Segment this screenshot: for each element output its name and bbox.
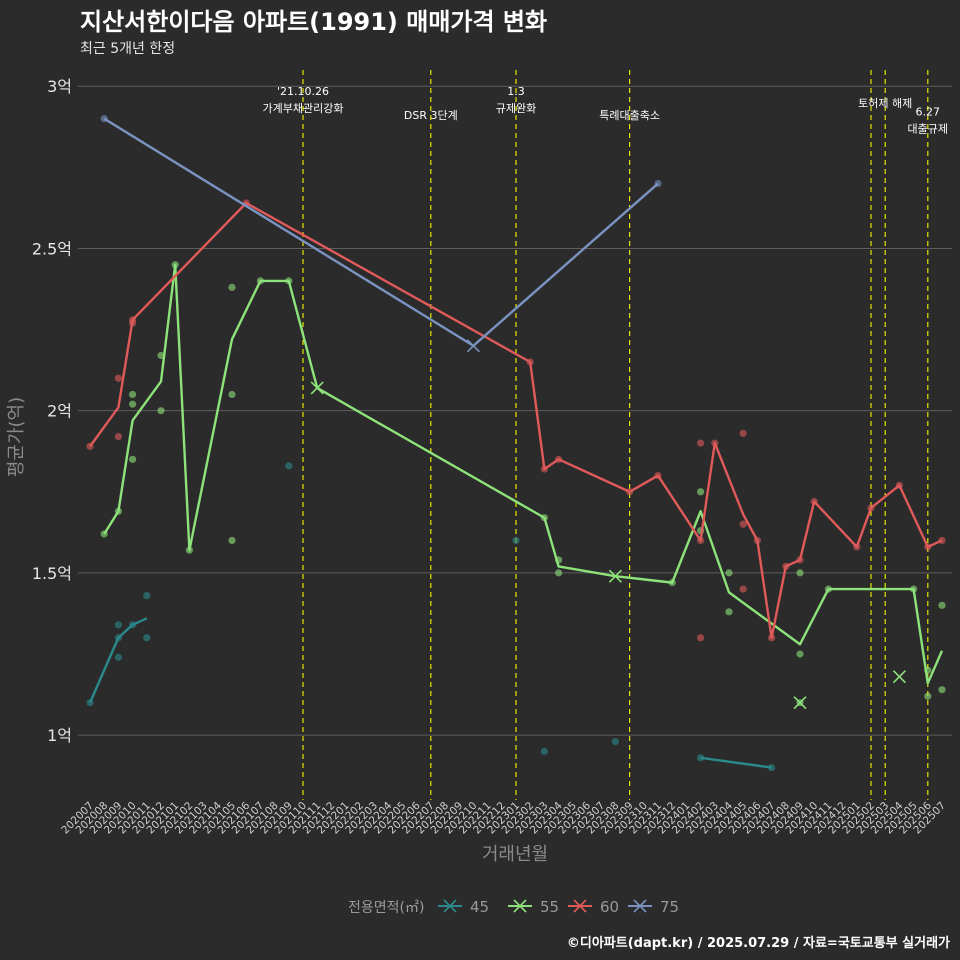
- data-point: [129, 390, 137, 399]
- data-point: [796, 650, 804, 658]
- series-55: [100, 261, 946, 710]
- event-label: 특례대출축소: [599, 109, 660, 122]
- legend-key-cross: [573, 899, 587, 913]
- series-60: [86, 199, 946, 642]
- cross-marker: [793, 696, 807, 710]
- cross-stroke: [892, 670, 906, 684]
- legend: 전용면적(㎡) 45 55 60 75: [348, 898, 679, 916]
- chart-caption: ©디아파트(dapt.kr) / 2025.07.29 / 자료=국토교통부 실…: [567, 935, 950, 951]
- cross-marker: [310, 381, 324, 395]
- cross-stroke: [608, 569, 622, 583]
- data-point: [228, 390, 236, 399]
- y-tick-label: 1억: [47, 726, 72, 745]
- data-point: [697, 488, 705, 496]
- event-label: 가계부채관리강화: [263, 102, 344, 115]
- plot-area: [86, 115, 946, 772]
- data-point: [739, 585, 747, 593]
- data-point: [938, 601, 946, 609]
- event-label: DSR 3단계: [404, 109, 458, 122]
- cross-stroke: [310, 381, 324, 395]
- data-point: [540, 747, 549, 755]
- data-point: [114, 621, 122, 629]
- data-point: [739, 429, 747, 437]
- data-point: [739, 520, 747, 528]
- series-line: [103, 263, 944, 685]
- event-label: 대출규제: [908, 122, 948, 135]
- y-axis-title: 평균가(억): [6, 397, 27, 477]
- series-45: [86, 462, 776, 772]
- data-point: [157, 407, 165, 415]
- series-line: [103, 117, 659, 347]
- y-tick-label: 2억: [47, 402, 72, 421]
- series-75: [100, 115, 662, 353]
- y-tick-label: 2.5억: [32, 239, 72, 258]
- series-line: [700, 756, 772, 769]
- data-point: [697, 439, 705, 447]
- data-point: [725, 569, 733, 577]
- series-line: [88, 617, 148, 704]
- event-label: 6.27: [916, 105, 941, 118]
- event-label: 규제완화: [496, 102, 536, 115]
- legend-label-75: 75: [660, 898, 679, 916]
- data-point: [611, 738, 620, 746]
- data-point: [697, 634, 705, 642]
- y-axis-ticks: 1억 1.5억 2억 2.5억 3억: [32, 77, 72, 745]
- legend-label-60: 60: [600, 898, 619, 916]
- data-point: [129, 400, 137, 408]
- data-point: [938, 686, 946, 694]
- cross-marker: [608, 569, 622, 583]
- legend-label-45: 45: [470, 898, 489, 916]
- data-point: [228, 283, 236, 291]
- data-point: [114, 653, 122, 661]
- event-label: 토허제 해제: [858, 96, 912, 110]
- data-point: [512, 536, 520, 545]
- data-point: [924, 692, 932, 700]
- cross-marker: [892, 670, 906, 684]
- event-label: '21.10.26: [277, 85, 329, 98]
- grid: [78, 85, 952, 736]
- data-point: [143, 592, 151, 600]
- y-tick-label: 1.5억: [32, 564, 72, 583]
- cross-marker: [466, 339, 480, 353]
- legend-key-cross: [633, 899, 647, 913]
- legend-key-cross: [443, 899, 457, 913]
- data-point: [228, 536, 236, 545]
- data-point: [285, 462, 293, 470]
- y-tick-label: 3억: [47, 77, 72, 96]
- chart-title: 지산서한이다음 아파트(1991) 매매가격 변화: [80, 8, 547, 36]
- series-line: [89, 201, 943, 639]
- legend-key-cross: [513, 899, 527, 913]
- data-point: [114, 374, 122, 382]
- data-point: [796, 569, 804, 577]
- event-label: 1.3: [507, 85, 525, 98]
- cross-stroke: [466, 339, 480, 353]
- cross-stroke: [793, 696, 807, 710]
- data-point: [129, 455, 137, 463]
- legend-label-55: 55: [540, 898, 559, 916]
- data-point: [725, 608, 733, 616]
- legend-title: 전용면적(㎡): [348, 900, 424, 916]
- x-axis-title: 거래년월: [482, 844, 548, 865]
- data-point: [114, 433, 122, 441]
- data-point: [143, 634, 151, 642]
- x-axis-ticks: 2020072020082020092020102020112020122021…: [59, 799, 948, 836]
- data-point: [555, 569, 563, 577]
- chart-subtitle: 최근 5개년 한정: [80, 41, 175, 57]
